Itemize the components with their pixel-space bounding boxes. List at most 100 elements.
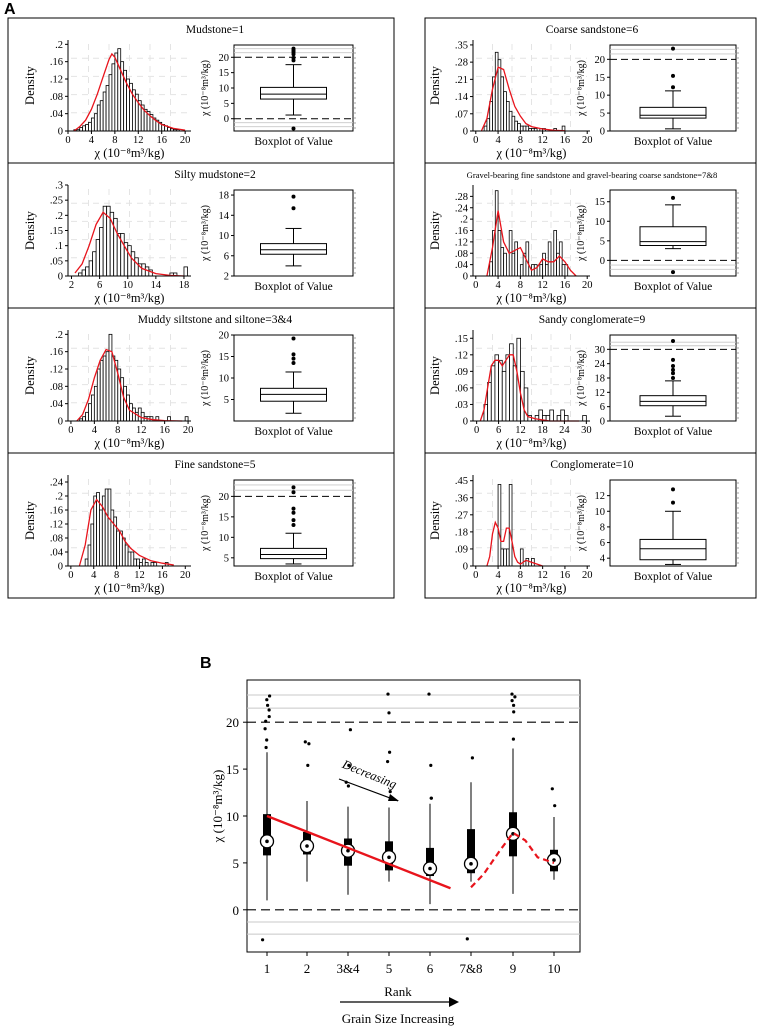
histogram-bar: [133, 558, 138, 567]
subplot-card: Coarse sandstone=6 0 4 8 12 16 20 0 .07 .14 .21 .28…: [424, 17, 757, 164]
density-fit-curve: [486, 210, 577, 277]
histogram-bar: [104, 488, 109, 567]
histogram-bar: [514, 241, 518, 277]
histogram-bar: [167, 127, 171, 132]
x-tick-label: 2: [69, 280, 74, 291]
y-tick-label: .25: [50, 196, 63, 207]
hist-x-axis-label: χ (10⁻⁸m³/kg): [94, 436, 165, 450]
box-y-tick-label: 14: [219, 211, 230, 222]
outlier-point: [265, 738, 269, 742]
histogram-bar: [494, 190, 499, 277]
subplot-card: Sandy conglomerate=9 0 6 12 18 24 30 0 .03 .06 .09…: [424, 307, 757, 454]
histogram-bar: [105, 85, 110, 132]
hist-x-axis-label: χ (10⁻⁸m³/kg): [94, 581, 165, 595]
histogram-bar: [525, 558, 530, 567]
histogram-bar: [501, 370, 507, 422]
box-y-tick-label: 0: [224, 114, 229, 125]
y-axis-label: χ (10⁻⁸m³/kg): [210, 770, 225, 844]
box-y-tick-label: 8: [600, 522, 605, 533]
box-y-tick-label: 10: [219, 84, 230, 95]
x-tick-label: 0: [473, 135, 478, 146]
histogram-bar: [84, 558, 89, 567]
boxplot-caption: Boxplot of Value: [634, 136, 712, 148]
subplot-title: Conglomerate=10: [550, 459, 633, 471]
outlier-point: [465, 937, 469, 941]
plot-frame: [246, 679, 581, 953]
box-y-tick-label: 5: [224, 99, 229, 110]
histogram-bar: [525, 125, 530, 132]
box-y-tick-label: 12: [595, 388, 606, 399]
box-y-tick-label: 12: [595, 491, 606, 502]
outlier-point: [291, 356, 296, 361]
histogram-bar: [489, 261, 493, 277]
outlier-point: [291, 206, 296, 211]
x-tick-label: 18: [179, 280, 190, 291]
y-tick-label: .04: [50, 548, 64, 559]
y-tick-label: .3: [55, 181, 63, 192]
outlier-point: [429, 763, 433, 767]
box-y-axis-label: χ (10⁻⁸m³/kg): [576, 350, 587, 407]
box-y-tick-label: 15: [595, 73, 606, 84]
x-tick-label: 16: [157, 570, 168, 581]
outlier-point: [671, 367, 675, 372]
outlier-point: [291, 490, 296, 495]
annotation-arrow-head: [388, 794, 399, 801]
outlier-point: [265, 698, 269, 702]
x-tick-label: 6: [496, 425, 501, 436]
outlier-point: [511, 737, 515, 741]
density-fit-curve: [76, 348, 183, 422]
box-y-tick-label: 5: [600, 236, 605, 247]
outlier-point: [291, 336, 296, 341]
iqr-box: [260, 86, 327, 100]
y-tick-label: .16: [455, 226, 468, 237]
x-tick-label: 20: [180, 570, 191, 581]
box-y-tick-label: 15: [219, 68, 230, 79]
density-fit-curve: [74, 211, 185, 277]
y-tick-label: 0: [463, 417, 468, 428]
histogram-bar: [87, 544, 92, 567]
y-tick-label: .27: [455, 510, 468, 521]
x-tick-label: 16: [560, 135, 571, 146]
x-tick-label: 8: [518, 570, 523, 581]
histogram-bar: [130, 551, 135, 567]
box-y-tick-label: 10: [595, 217, 606, 228]
y-tick-label: .28: [455, 58, 468, 69]
histogram-bar: [519, 264, 524, 277]
median-dot: [469, 862, 473, 866]
histogram-bar: [564, 415, 569, 422]
y-tick-label: .16: [50, 57, 63, 68]
histogram-bar: [85, 124, 89, 132]
box-y-axis-label: χ (10⁻⁸m³/kg): [200, 205, 211, 262]
y-tick-label: .15: [455, 334, 468, 345]
outlier-point: [671, 376, 675, 380]
x-tick-label: 4: [89, 135, 95, 146]
histogram-bar: [120, 377, 125, 422]
x-tick-label: 10: [122, 280, 133, 291]
y-tick-label: 0: [58, 562, 63, 573]
iqr-box: [467, 829, 475, 874]
histogram-bar: [136, 558, 140, 567]
outlier-point: [268, 694, 272, 698]
histogram-bar: [150, 562, 155, 567]
y-tick-label: .2: [55, 211, 63, 222]
subplot-card: Muddy siltstone and siltone=3&4 0 4 8 12 16 20…: [7, 307, 395, 454]
histogram-bar: [511, 252, 516, 277]
histogram-bar: [111, 63, 116, 132]
outlier-point: [386, 760, 390, 764]
histogram-bar: [490, 365, 496, 422]
histogram-bar: [139, 562, 143, 567]
subplot-card: Mudstone=1 0 4 8 12 16 20 0 .04 .08 .12 .16 .2 Densit…: [7, 17, 395, 164]
density-axis-label: Density: [23, 65, 37, 105]
rank-boxplot: [505, 692, 521, 894]
boxplot-frame: [609, 189, 737, 277]
histogram-bar: [124, 544, 129, 567]
histogram-bar: [153, 562, 158, 567]
y-tick-label: .24: [455, 203, 469, 214]
outlier-point: [291, 352, 296, 357]
outlier-point: [512, 710, 516, 714]
histogram-bar: [517, 123, 521, 132]
boxplot-caption: Boxplot of Value: [254, 136, 332, 148]
x-tick-label: 16: [156, 135, 167, 146]
histogram-bar: [102, 355, 107, 422]
outlier-point: [264, 745, 268, 750]
